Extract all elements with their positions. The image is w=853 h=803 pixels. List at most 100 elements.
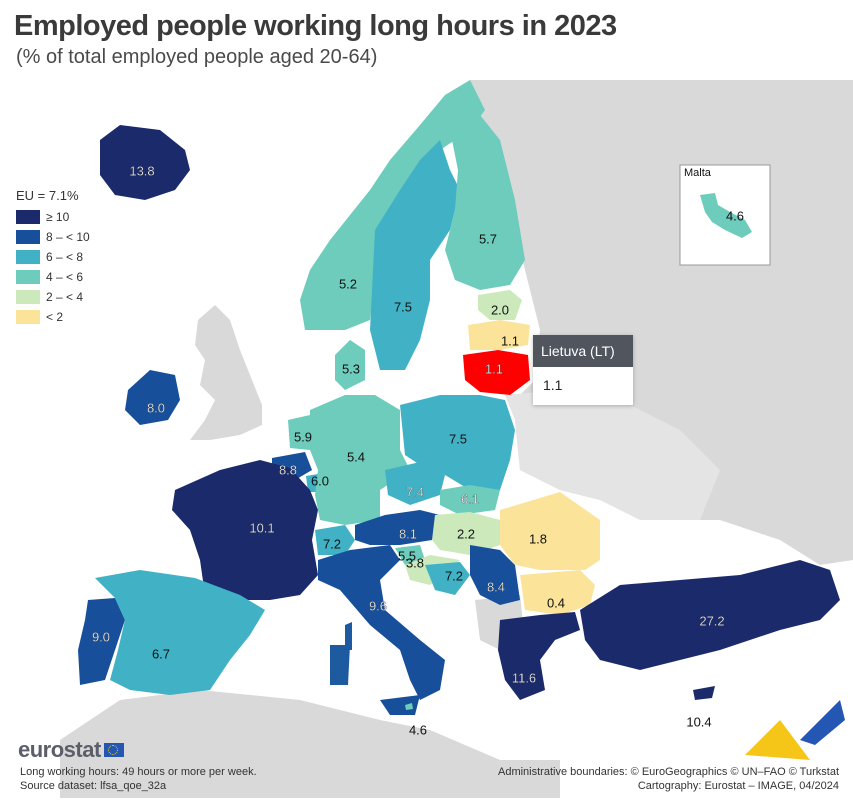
value-label-cy: 10.4 <box>686 714 711 729</box>
shape-bulgaria[interactable] <box>520 570 595 615</box>
legend-swatch <box>16 270 40 284</box>
shape-malta-inset[interactable] <box>700 193 752 238</box>
credit-cartography: Cartography: Eurostat – IMAGE, 04/2024 <box>637 780 839 792</box>
value-label-hu: 2.2 <box>457 526 475 541</box>
value-label-ch: 7.2 <box>323 536 341 551</box>
credit-boundaries: Administrative boundaries: © EuroGeograp… <box>497 766 839 778</box>
shape-serbia[interactable] <box>470 545 520 605</box>
tooltip-title: Lietuva (LT) <box>533 335 633 367</box>
country-shapes <box>78 80 840 715</box>
shape-iceland[interactable] <box>100 125 190 200</box>
value-label-se: 7.5 <box>394 299 412 314</box>
shape-ireland[interactable] <box>125 370 180 425</box>
value-label-bg: 0.4 <box>547 595 565 610</box>
value-label-is: 13.8 <box>129 163 154 178</box>
value-label-no: 5.2 <box>339 276 357 291</box>
region-ukraine <box>505 390 720 520</box>
shape-turkey[interactable] <box>580 560 840 670</box>
legend-swatch <box>16 250 40 264</box>
region-corsica <box>345 622 352 650</box>
value-label-fr: 10.1 <box>249 520 274 535</box>
value-label-lt: 1.1 <box>485 361 503 376</box>
shape-finland[interactable] <box>445 115 525 290</box>
value-label-lu: 6.0 <box>311 473 329 488</box>
value-label-ba: 7.2 <box>445 568 463 583</box>
value-label-ie: 8.0 <box>147 400 165 415</box>
shape-poland[interactable] <box>400 395 515 490</box>
legend-swatch <box>16 230 40 244</box>
shape-greece[interactable] <box>498 612 580 700</box>
legend-label: 6 – < 8 <box>46 250 84 264</box>
value-label-el: 11.6 <box>512 670 536 685</box>
shape-cyprus[interactable] <box>693 686 715 700</box>
legend: EU = 7.1% ≥ 10 8 – < 10 6 – < 8 4 – < 6 2 – … <box>16 188 90 327</box>
value-label-it: 9.6 <box>369 598 387 613</box>
region-uk <box>190 305 262 440</box>
shape-estonia[interactable] <box>478 290 522 320</box>
eurostat-logo: eurostat <box>18 737 124 763</box>
shape-slovakia[interactable] <box>440 485 500 515</box>
malta-inset-label: Malta <box>684 167 712 179</box>
value-label-es: 6.7 <box>152 646 170 661</box>
value-label-ee: 2.0 <box>491 302 509 317</box>
value-labels: 13.8 5.2 7.5 5.7 2.0 1.1 1.1 5.3 8.0 5.9 8.8 6.0 5.4… <box>92 163 744 737</box>
region-sardinia <box>330 645 350 685</box>
decor-blue-triangle <box>800 700 845 745</box>
shape-malta-main[interactable] <box>405 703 413 710</box>
value-label-ro: 1.8 <box>529 531 547 546</box>
shape-austria[interactable] <box>355 510 440 545</box>
value-label-nl: 5.9 <box>294 429 312 444</box>
shape-bosnia[interactable] <box>425 562 470 595</box>
country-tooltip: Lietuva (LT) 1.1 <box>533 335 633 405</box>
legend-swatch <box>16 290 40 304</box>
shape-switzerland[interactable] <box>315 525 355 555</box>
shape-france[interactable] <box>172 460 318 600</box>
shape-czechia[interactable] <box>385 462 445 505</box>
shape-sicily[interactable] <box>380 695 420 715</box>
shape-latvia[interactable] <box>468 320 530 350</box>
value-label-mt-main: 4.6 <box>409 722 427 737</box>
map-title: Employed people working long hours in 20… <box>14 10 617 42</box>
shape-lithuania[interactable] <box>463 350 530 395</box>
value-label-at: 8.1 <box>399 526 417 541</box>
legend-label: < 2 <box>46 310 64 324</box>
eu-flag-icon <box>103 743 124 757</box>
value-label-be: 8.8 <box>279 462 297 477</box>
tooltip-value: 1.1 <box>533 367 633 405</box>
shape-denmark[interactable] <box>335 340 365 390</box>
region-africa <box>60 690 560 798</box>
legend-item: ≥ 10 <box>16 207 90 227</box>
footnote-source: Source dataset: lfsa_qoe_32a <box>20 780 167 792</box>
legend-label: 8 – < 10 <box>46 230 90 244</box>
legend-item: 2 – < 4 <box>16 287 90 307</box>
value-label-fi: 5.7 <box>479 231 497 246</box>
shape-italy[interactable] <box>318 545 445 700</box>
value-label-si: 5.5 <box>398 548 416 563</box>
value-label-mt-inset: 4.6 <box>726 208 744 223</box>
shape-romania[interactable] <box>500 492 600 570</box>
shape-germany[interactable] <box>310 395 410 525</box>
value-label-rs: 8.4 <box>487 579 505 594</box>
value-label-tr: 27.2 <box>699 613 724 628</box>
shape-hungary[interactable] <box>432 512 500 555</box>
value-label-sk: 6.1 <box>461 491 479 506</box>
legend-item: 8 – < 10 <box>16 227 90 247</box>
legend-label: 2 – < 4 <box>46 290 84 304</box>
shape-sweden[interactable] <box>370 140 460 370</box>
legend-title: EU = 7.1% <box>16 188 79 203</box>
value-label-dk: 5.3 <box>342 361 360 376</box>
value-label-hr: 3.8 <box>406 555 424 570</box>
malta-inset: Malta <box>679 164 771 266</box>
decor-yellow-triangle <box>745 720 810 760</box>
shape-portugal[interactable] <box>78 598 125 685</box>
shape-spain[interactable] <box>95 570 265 695</box>
value-label-cz: 7.4 <box>406 484 424 499</box>
map-subtitle: (% of total employed people aged 20-64) <box>16 46 378 68</box>
corner-decoration <box>745 700 845 760</box>
legend-item: 4 – < 6 <box>16 267 90 287</box>
footnote-definition: Long working hours: 49 hours or more per… <box>20 766 257 778</box>
value-label-pt: 9.0 <box>92 629 110 644</box>
value-label-de: 5.4 <box>347 449 365 464</box>
